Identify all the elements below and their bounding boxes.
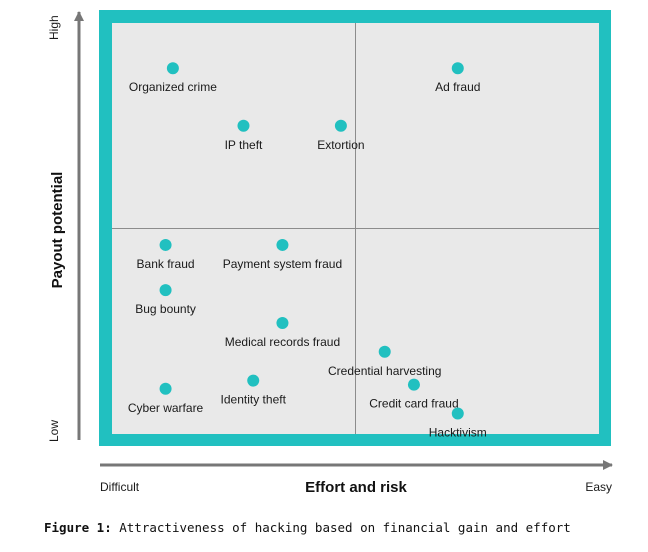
- data-point: [276, 238, 289, 251]
- data-point-label: Identity theft: [221, 393, 287, 407]
- data-point-label: Extortion: [317, 138, 364, 152]
- data-point: [407, 378, 420, 391]
- caption-text: Attractiveness of hacking based on finan…: [111, 520, 571, 535]
- data-point-label: Organized crime: [129, 80, 217, 94]
- data-point-label: Hacktivism: [429, 425, 487, 439]
- data-point: [378, 345, 391, 358]
- data-point: [159, 284, 172, 297]
- x-axis-high-label: Easy: [585, 480, 612, 494]
- data-point-label: Bank fraud: [137, 257, 195, 271]
- data-point: [247, 374, 260, 387]
- data-points: Organized crime Ad fraud IP theft Extortion…: [128, 62, 487, 439]
- x-axis-title: Effort and risk: [305, 479, 407, 496]
- data-point-label: Cyber warfare: [128, 401, 204, 415]
- data-point-label: Ad fraud: [435, 80, 480, 94]
- data-point-label: Credential harvesting: [328, 364, 441, 378]
- x-axis-low-label: Difficult: [100, 480, 140, 494]
- data-point: [276, 317, 289, 330]
- data-point: [237, 119, 250, 132]
- data-point-label: IP theft: [225, 138, 263, 152]
- data-point-label: Credit card fraud: [369, 397, 458, 411]
- data-point: [451, 407, 464, 420]
- data-point-label: Medical records fraud: [225, 335, 340, 349]
- data-point: [159, 382, 172, 395]
- y-axis-high-label: High: [47, 15, 61, 40]
- data-point: [166, 62, 179, 75]
- figure-caption: Figure 1: Attractiveness of hacking base…: [44, 520, 571, 535]
- data-point: [159, 238, 172, 251]
- y-axis-title: Payout potential: [49, 172, 66, 289]
- data-point: [451, 62, 464, 75]
- data-point-label: Payment system fraud: [223, 257, 342, 271]
- data-point-label: Bug bounty: [135, 302, 196, 316]
- caption-prefix: Figure 1:: [44, 520, 112, 535]
- y-axis-low-label: Low: [47, 420, 61, 442]
- data-point: [334, 119, 347, 132]
